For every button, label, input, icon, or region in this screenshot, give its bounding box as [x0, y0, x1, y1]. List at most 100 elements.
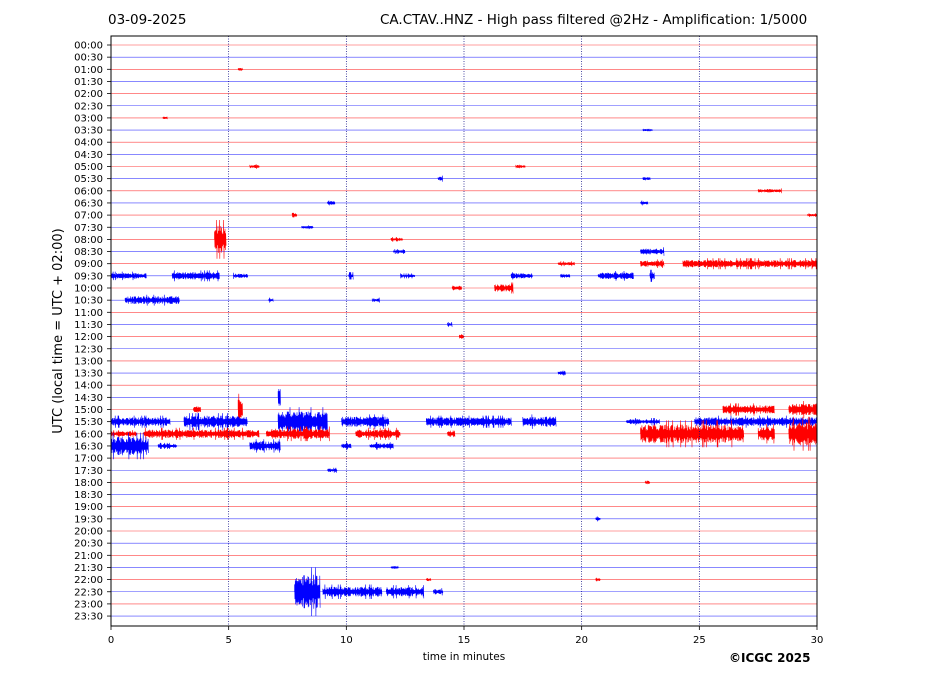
y-tick-label: 09:00: [74, 259, 103, 270]
trace-event-0930: [171, 270, 220, 282]
trace-event-0930: [597, 270, 634, 281]
trace-event-1600: [447, 430, 456, 438]
x-tick-label: 30: [811, 635, 824, 646]
y-tick-label: 03:00: [74, 113, 103, 124]
y-tick-label: 18:30: [74, 490, 103, 501]
y-tick-label: 11:30: [74, 320, 103, 331]
y-tick-label: 14:30: [74, 393, 103, 404]
y-tick-label: 14:00: [74, 381, 103, 392]
trace-event-1630: [341, 441, 352, 451]
y-tick-label: 01:30: [74, 77, 103, 88]
y-tick-label: 22:30: [74, 587, 103, 598]
trace-event-1600: [640, 420, 745, 448]
trace-event-1030: [371, 297, 380, 303]
x-tick-label: 10: [340, 635, 353, 646]
trace-event-2130: [390, 565, 399, 570]
trace-event-0830: [640, 247, 665, 256]
trace-event-1000: [451, 285, 462, 291]
trace-event-0500: [249, 164, 260, 169]
trace-event-1530: [277, 407, 328, 437]
trace-event-0330: [642, 128, 653, 132]
y-tick-label: 10:30: [74, 296, 103, 307]
trace-event-0300: [162, 116, 168, 120]
trace-event-0700: [291, 212, 298, 218]
y-tick-label: 11:00: [74, 308, 103, 319]
x-axis-label: time in minutes: [423, 651, 505, 663]
trace-event-1130: [447, 321, 453, 327]
trace-event-1200: [459, 334, 465, 339]
grid-layer: [228, 36, 700, 626]
copyright-credit: ©ICGC 2025: [729, 651, 811, 665]
y-tick-label: 13:30: [74, 369, 103, 380]
trace-event-1600: [266, 426, 330, 442]
y-tick-label: 13:00: [74, 356, 103, 367]
trace-event-0800: [390, 236, 403, 242]
y-tick-label: 08:30: [74, 247, 103, 258]
chart-date: 03-09-2025: [108, 12, 187, 28]
y-tick-label: 06:00: [74, 186, 103, 197]
trace-event-1530: [522, 414, 557, 429]
y-tick-label: 07:00: [74, 211, 103, 222]
trace-event-2230: [322, 584, 383, 600]
y-tick-label: 05:30: [74, 174, 103, 185]
y-tick-label: 00:30: [74, 53, 103, 64]
trace-event-0530: [642, 176, 651, 181]
trace-event-2230: [386, 585, 425, 599]
y-tick-label: 03:30: [74, 126, 103, 137]
x-tick-label: 15: [458, 635, 471, 646]
trace-event-1430: [277, 388, 281, 406]
y-tick-label: 21:00: [74, 551, 103, 562]
y-tick-label: 08:00: [74, 235, 103, 246]
y-tick-label: 04:00: [74, 138, 103, 149]
y-tick-label: 20:30: [74, 539, 103, 550]
y-tick-label: 21:30: [74, 563, 103, 574]
trace-event-0630: [640, 200, 649, 206]
trace-event-1530: [694, 415, 818, 428]
y-tick-label: 06:30: [74, 198, 103, 209]
x-axis-ticks: 0 5 10 15 20 25 30: [108, 626, 824, 646]
trace-event-1800: [644, 480, 651, 485]
y-tick-label: 12:30: [74, 344, 103, 355]
trace-event-0730: [301, 225, 314, 230]
x-tick-label: 25: [693, 635, 706, 646]
trace-event-1630: [110, 432, 149, 460]
trace-event-0930: [400, 273, 416, 279]
trace-event-0530: [437, 175, 443, 182]
trace-event-1630: [157, 442, 177, 450]
trace-event-1600: [143, 427, 260, 440]
y-tick-label: 15:30: [74, 417, 103, 428]
y-tick-label: 19:00: [74, 502, 103, 513]
trace-event-1500: [237, 393, 243, 426]
y-tick-label: 00:00: [74, 41, 103, 52]
trace-event-2230: [294, 567, 321, 617]
y-tick-label: 01:00: [74, 65, 103, 76]
trace-event-0900: [682, 258, 818, 270]
x-tick-label: 5: [225, 635, 231, 646]
trace-event-2200: [426, 578, 432, 582]
trace-event-1000: [494, 282, 514, 294]
y-tick-label: 05:00: [74, 162, 103, 173]
trace-event-1530: [183, 413, 248, 431]
y-tick-label: 18:00: [74, 478, 103, 489]
y-tick-label: 16:30: [74, 441, 103, 452]
trace-event-0100: [237, 67, 243, 72]
trace-event-1600: [757, 424, 775, 444]
y-tick-label: 16:00: [74, 429, 103, 440]
trace-event-0630: [327, 200, 336, 206]
trace-event-0930: [560, 273, 571, 278]
y-tick-label: 19:30: [74, 514, 103, 525]
trace-event-2200: [595, 577, 601, 582]
trace-event-1930: [595, 516, 601, 522]
y-tick-label: 17:00: [74, 454, 103, 465]
trace-event-1030: [124, 294, 180, 306]
trace-event-1530: [626, 417, 660, 426]
trace-event-1330: [557, 370, 566, 376]
trace-event-0900: [557, 261, 575, 267]
trace-event-1500: [193, 406, 201, 413]
trace-event-1530: [110, 415, 171, 428]
x-tick-label: 20: [575, 635, 588, 646]
y-tick-label: 20:00: [74, 527, 103, 538]
y-tick-label: 04:30: [74, 150, 103, 161]
